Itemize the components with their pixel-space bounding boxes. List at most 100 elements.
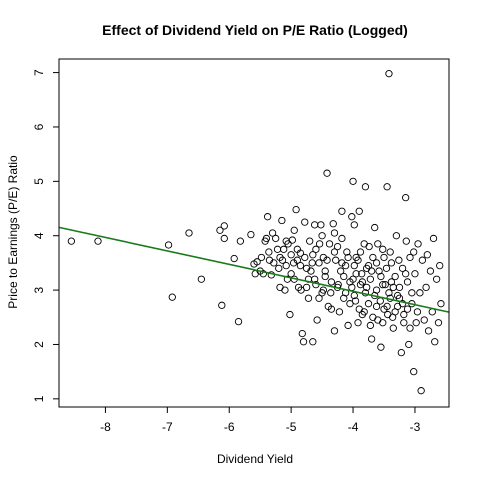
x-tick-label: -6 bbox=[224, 420, 235, 434]
data-point bbox=[341, 261, 350, 270]
data-point bbox=[272, 234, 280, 243]
data-point bbox=[327, 289, 335, 297]
data-point bbox=[355, 207, 363, 215]
data-point bbox=[385, 289, 393, 297]
data-point bbox=[393, 291, 402, 300]
data-point bbox=[349, 177, 357, 185]
data-point bbox=[337, 267, 345, 275]
data-point bbox=[352, 270, 360, 278]
data-point bbox=[338, 207, 346, 215]
data-point bbox=[416, 289, 424, 297]
data-point bbox=[325, 240, 334, 248]
data-point bbox=[289, 259, 298, 267]
data-point bbox=[389, 324, 397, 332]
data-point bbox=[340, 272, 348, 281]
data-point bbox=[247, 230, 255, 239]
data-point bbox=[67, 237, 76, 245]
data-point bbox=[414, 240, 422, 248]
data-point bbox=[297, 286, 305, 294]
data-point bbox=[379, 281, 387, 289]
data-point bbox=[164, 241, 173, 249]
data-point bbox=[365, 242, 373, 251]
data-point bbox=[350, 221, 358, 229]
data-point bbox=[364, 300, 373, 308]
data-point bbox=[234, 317, 243, 326]
x-tick-label: -4 bbox=[348, 420, 359, 434]
data-point bbox=[318, 232, 326, 240]
data-point bbox=[236, 237, 245, 245]
data-point bbox=[263, 213, 272, 221]
data-point bbox=[398, 264, 407, 272]
data-point bbox=[220, 234, 228, 243]
data-point bbox=[420, 316, 428, 324]
data-point bbox=[372, 259, 381, 267]
data-point bbox=[327, 305, 336, 313]
data-point bbox=[287, 270, 295, 278]
data-point bbox=[230, 254, 238, 263]
data-point bbox=[323, 169, 331, 177]
data-point bbox=[290, 226, 298, 234]
data-point bbox=[332, 256, 340, 264]
data-point bbox=[403, 278, 412, 286]
data-point bbox=[313, 316, 321, 324]
data-point bbox=[382, 264, 391, 272]
data-point bbox=[387, 278, 396, 286]
data-point bbox=[412, 319, 420, 327]
data-point bbox=[333, 242, 342, 251]
data-point bbox=[296, 261, 305, 270]
data-point bbox=[312, 245, 320, 253]
data-point bbox=[366, 275, 375, 283]
data-point bbox=[323, 256, 331, 264]
data-point bbox=[343, 248, 351, 256]
data-point bbox=[315, 240, 324, 248]
data-point bbox=[406, 324, 414, 332]
data-point bbox=[293, 245, 301, 253]
data-point bbox=[398, 300, 407, 308]
data-point bbox=[301, 253, 309, 262]
y-tick-label: 7 bbox=[32, 69, 46, 76]
data-point bbox=[358, 278, 366, 286]
data-point bbox=[282, 261, 290, 270]
data-point bbox=[391, 272, 399, 281]
data-point bbox=[350, 261, 358, 270]
data-point bbox=[413, 308, 422, 316]
x-axis: -8 -7 -6 -5 -4 -3 bbox=[100, 407, 421, 434]
data-point bbox=[301, 218, 309, 226]
data-point bbox=[330, 248, 339, 256]
regression-fit-line bbox=[58, 226, 450, 313]
data-point bbox=[397, 348, 405, 357]
data-point bbox=[385, 70, 393, 78]
plot-frame bbox=[58, 58, 450, 408]
data-point bbox=[402, 194, 410, 202]
data-point bbox=[437, 300, 445, 308]
data-point bbox=[436, 261, 444, 270]
data-point bbox=[307, 267, 315, 275]
data-point bbox=[293, 256, 301, 264]
data-point bbox=[344, 321, 352, 330]
y-tick-label: 1 bbox=[32, 395, 46, 402]
y-tick-label: 2 bbox=[32, 341, 46, 348]
data-point bbox=[168, 293, 176, 301]
data-point bbox=[358, 270, 366, 278]
data-point bbox=[402, 237, 410, 245]
data-point bbox=[352, 253, 360, 262]
data-point bbox=[308, 259, 316, 267]
data-point bbox=[349, 275, 357, 283]
data-point bbox=[360, 308, 368, 316]
data-point bbox=[265, 248, 273, 256]
data-point bbox=[389, 283, 397, 292]
data-point bbox=[383, 183, 391, 191]
data-point bbox=[338, 234, 346, 243]
data-point bbox=[292, 205, 300, 214]
data-point bbox=[306, 237, 314, 245]
y-axis: 1 2 3 4 5 6 7 bbox=[32, 69, 59, 402]
x-tick-label: -3 bbox=[410, 420, 421, 434]
data-point bbox=[364, 261, 373, 270]
data-point bbox=[309, 251, 317, 259]
data-point bbox=[400, 310, 408, 319]
data-point bbox=[286, 310, 294, 319]
data-point bbox=[340, 294, 348, 302]
data-point bbox=[253, 258, 261, 266]
data-point bbox=[380, 253, 388, 262]
